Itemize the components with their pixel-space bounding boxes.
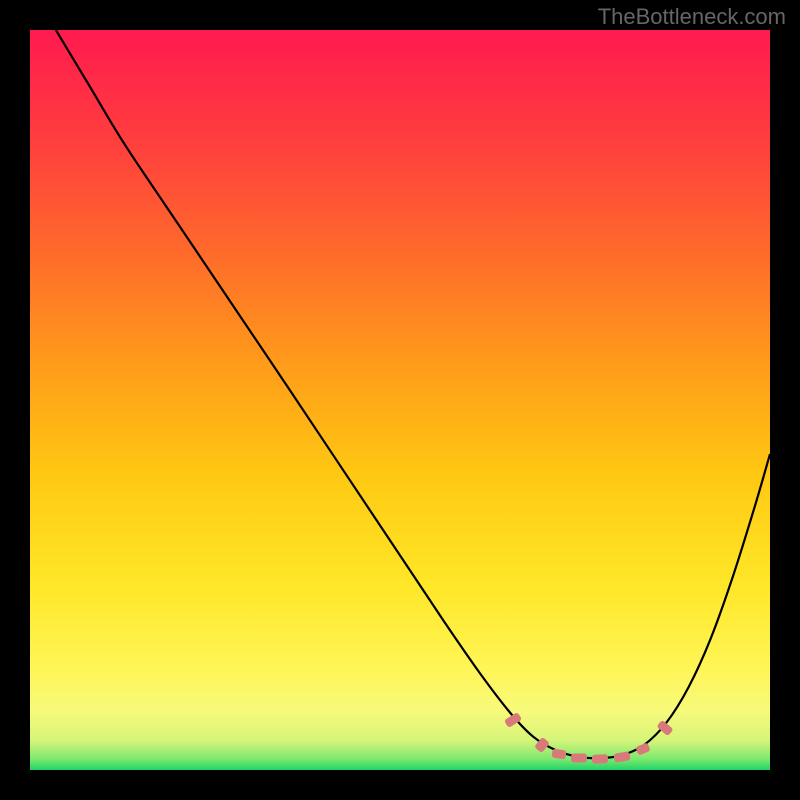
- chart-container: TheBottleneck.com: [0, 0, 800, 800]
- curve-line: [30, 30, 770, 770]
- bead-marker: [571, 754, 587, 763]
- bead-marker: [592, 754, 608, 764]
- watermark-text: TheBottleneck.com: [598, 4, 786, 30]
- plot-area: [30, 30, 770, 770]
